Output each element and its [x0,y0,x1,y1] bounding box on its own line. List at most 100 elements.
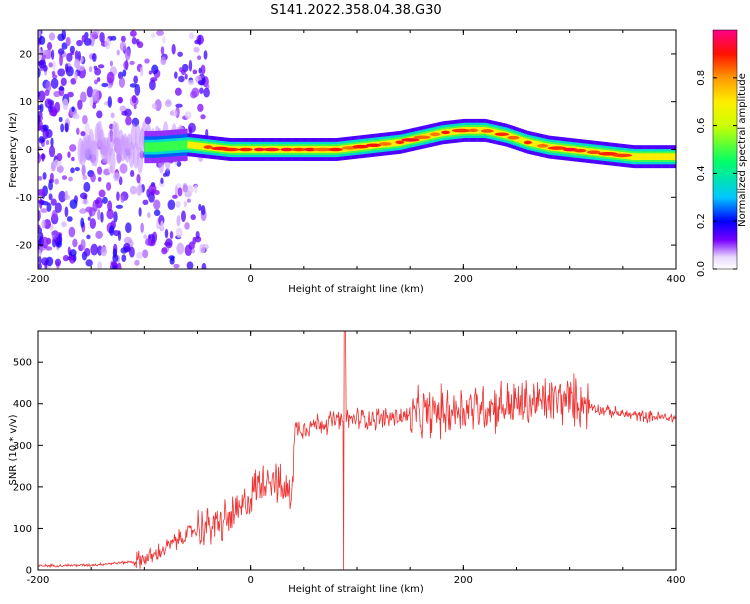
noise-blob [97,209,101,221]
ridge-peak [263,147,280,152]
noise-blob [85,206,93,213]
noise-blob [109,225,115,236]
noise-blob [119,41,127,52]
ridge-peak [480,129,494,133]
noise-blob [61,175,68,180]
noise-blob [69,144,77,152]
ridge-peak [395,140,405,145]
noise-blob [101,82,109,88]
noise-blob [85,259,93,267]
noise-blob [51,49,55,60]
noise-blob [176,215,181,227]
noise-blob [173,263,180,269]
snr-y-axis-label: SNR (10 * v/v) [8,414,19,485]
noise-blob [117,262,122,269]
noise-blob [107,96,113,108]
noise-blob [86,234,91,240]
noise-blob [51,209,58,222]
noise-blob [139,66,144,77]
noise-blob [177,187,183,197]
noise-blob [46,42,53,51]
noise-blob [172,194,178,199]
noise-blob [119,105,127,113]
noise-blob [175,200,181,209]
ridge-cell [252,146,255,153]
ridge-cell [493,129,496,136]
ridge-cell [649,153,652,161]
noise-blob [125,116,132,126]
ridge-peak [468,128,479,133]
figure-title: S141.2022.358.04.38.G30 [270,3,441,18]
ridge-cell [507,132,510,140]
noise-blob [112,253,119,263]
noise-blob [97,64,105,69]
noise-blob [86,86,94,98]
noise-blob [54,258,62,267]
ridge-cell [630,153,633,160]
noise-blob [183,200,187,208]
ridge-cell [654,153,657,161]
noise-blob [106,208,114,220]
noise-blob [88,66,93,73]
noise-blob [110,112,115,119]
snr-plot-area [38,331,676,570]
noise-blob [49,172,54,181]
ridge-cell [646,153,649,161]
colorbar-tick-label: 0.8 [696,70,707,86]
noise-blob [39,137,46,143]
ridge-cell [450,128,453,136]
ridge-cell [173,141,175,151]
noise-blob [200,204,206,216]
noise-blob [83,181,91,193]
noise-blob [106,71,115,84]
noise-blob [54,101,61,113]
noise-blob [153,209,161,217]
ridge-cell [659,153,662,161]
noise-blob [66,216,73,222]
ridge-cell [144,142,147,152]
noise-blob [161,247,168,255]
noise-blob [72,254,77,262]
noise-blob [96,166,103,175]
noise-blob [193,184,198,194]
noise-blob [104,38,111,50]
noise-blob [162,172,167,177]
ridge-cell [633,153,636,161]
noise-blob [66,52,73,62]
spectrogram-y-axis-label: Frequency (Hz) [8,112,19,188]
noise-blob [74,50,79,61]
noise-blob [142,249,149,259]
y-tick-label: 10 [19,97,32,108]
ridge-cell [177,140,180,151]
noise-blob [95,230,103,239]
noise-blob [38,188,46,197]
ridge-cell [195,142,198,150]
noise-blob [70,167,75,174]
ridge-cell [643,153,646,161]
noise-blob [97,261,103,269]
noise-blob [61,42,68,50]
ridge-peak [451,128,471,133]
noise-blob [96,110,103,119]
y-tick-label: -20 [16,241,32,252]
noise-blob [45,246,53,251]
noise-blob [81,164,86,177]
noise-blob [170,109,178,117]
ridge-peak [441,130,450,135]
noise-blob [69,45,75,54]
noise-blob [51,70,56,77]
ridge-peak [221,147,240,152]
noise-blob [58,86,65,91]
noise-blob [59,54,63,67]
noise-blob [58,190,67,203]
noise-blob [80,208,85,214]
colorbar-gradient [713,30,737,269]
noise-blob [41,257,49,266]
noise-blob [90,243,99,256]
noise-blob [154,99,162,112]
noise-blob [160,46,165,55]
noise-blob [136,41,144,49]
noise-blob [41,236,49,249]
noise-blob [94,67,102,76]
